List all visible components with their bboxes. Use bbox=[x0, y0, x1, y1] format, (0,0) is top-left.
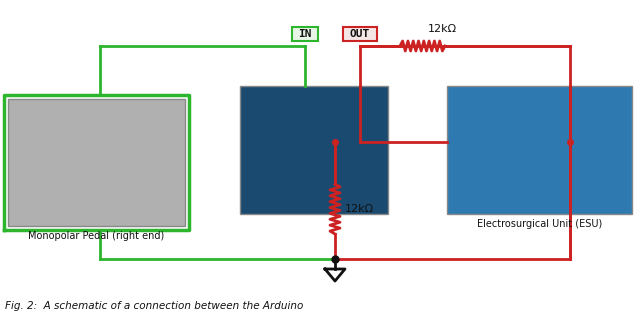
Text: Fig. 2:  A schematic of a connection between the Arduino: Fig. 2: A schematic of a connection betw… bbox=[5, 301, 303, 311]
Text: IN: IN bbox=[298, 29, 312, 39]
Text: 12kΩ: 12kΩ bbox=[345, 204, 374, 214]
Text: Monopolar Pedal (right end): Monopolar Pedal (right end) bbox=[28, 231, 164, 241]
Text: OUT: OUT bbox=[350, 29, 370, 39]
FancyBboxPatch shape bbox=[240, 86, 388, 214]
FancyBboxPatch shape bbox=[8, 99, 185, 226]
Text: Electrosurgical Unit (ESU): Electrosurgical Unit (ESU) bbox=[477, 219, 602, 229]
FancyBboxPatch shape bbox=[343, 27, 377, 41]
Text: 12kΩ: 12kΩ bbox=[428, 24, 456, 34]
FancyBboxPatch shape bbox=[292, 27, 318, 41]
FancyBboxPatch shape bbox=[447, 86, 632, 214]
